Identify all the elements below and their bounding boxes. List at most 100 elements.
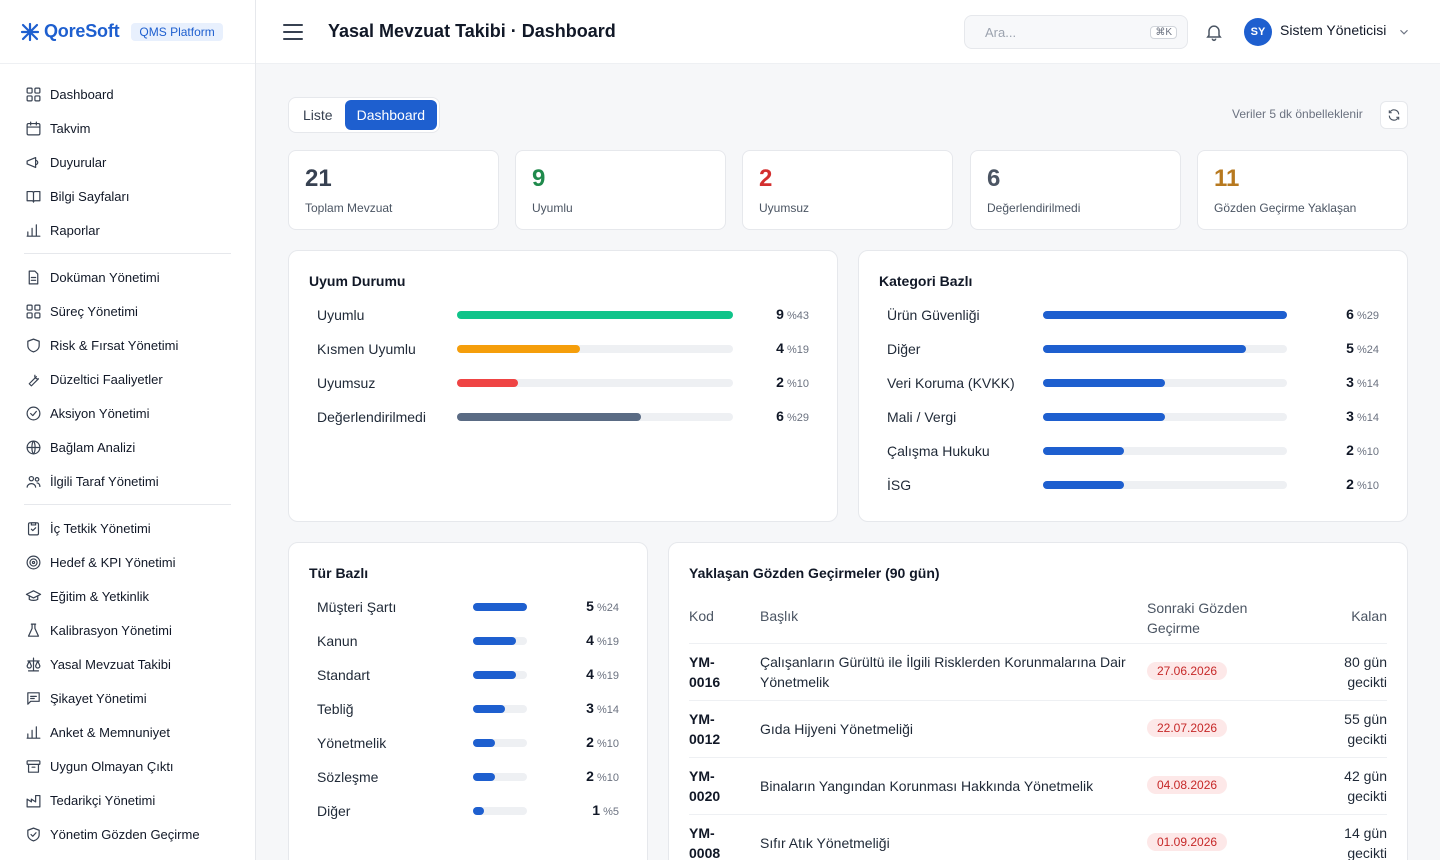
- col-remaining[interactable]: Kalan: [1351, 608, 1387, 624]
- bar-label-text: Veri Koruma (KVKK): [887, 375, 1015, 391]
- sidebar-item-label: Eğitim & Yetkinlik: [50, 588, 149, 604]
- book-icon: [24, 187, 42, 205]
- brand-logo[interactable]: QoreSoft: [20, 21, 120, 42]
- sidebar-item-i-lgili-taraf-yönetimi[interactable]: İlgili Taraf Yönetimi: [24, 464, 231, 498]
- sidebar: QoreSoft QMS Platform Dashboard Takvim Duy…: [0, 0, 256, 860]
- sidebar-item-kalibrasyon-yönetimi[interactable]: Kalibrasyon Yönetimi: [24, 613, 231, 647]
- sidebar-item-süreç-yönetimi[interactable]: Süreç Yönetimi: [24, 294, 231, 328]
- bar-label: Kanun: [317, 631, 357, 651]
- sidebar-item-label: Kalibrasyon Yönetimi: [50, 622, 172, 638]
- bar-label-text: Kanun: [317, 633, 358, 649]
- review-date-badge: 22.07.2026: [1147, 719, 1228, 737]
- col-code[interactable]: Kod: [689, 608, 714, 624]
- stat-card[interactable]: 6 Değerlendirilmedi: [970, 150, 1181, 230]
- bar-value: 4 %19: [586, 632, 619, 648]
- bar-value: 3 %14: [1346, 408, 1379, 424]
- bar-label: Çalışma Hukuku: [887, 441, 990, 461]
- sidebar-item-takvim[interactable]: Takvim: [24, 111, 231, 145]
- stat-card[interactable]: 2 Uyumsuz: [742, 150, 953, 230]
- compliance-card: Uyum Durumu Uyumlu 9 %43 Kısmen Uyumlu 4 %19 U…: [288, 250, 838, 522]
- stat-value: 6: [987, 165, 1001, 192]
- nav-divider: [24, 253, 231, 254]
- menu-toggle-icon[interactable]: [283, 23, 303, 40]
- table-row[interactable]: YM-0008 Sıfır Atık Yönetmeliği 01.09.2026 1…: [689, 814, 1387, 860]
- sidebar-item-yönetim-gözden-geçirme[interactable]: Yönetim Gözden Geçirme: [24, 817, 231, 851]
- bar-label-text: Tebliğ: [317, 701, 354, 717]
- bar-fill: [473, 773, 495, 781]
- sidebar-item-anket-memnuniyet[interactable]: Anket & Memnuniyet: [24, 715, 231, 749]
- sidebar-item-doküman-yönetimi[interactable]: Doküman Yönetimi: [24, 260, 231, 294]
- sidebar-item-label: Düzeltici Faaliyetler: [50, 371, 163, 387]
- chevron-down-icon[interactable]: [1397, 25, 1411, 39]
- bar-track: [1043, 447, 1287, 455]
- sidebar-item-düzeltici-faaliyetler[interactable]: Düzeltici Faaliyetler: [24, 362, 231, 396]
- sidebar-item-label: Risk & Fırsat Yönetimi: [50, 337, 179, 353]
- bar-value: 5 %24: [586, 598, 619, 614]
- bar-fill: [1043, 345, 1247, 353]
- bar-value: 5 %24: [1346, 340, 1379, 356]
- sidebar-item-aksiyon-yönetimi[interactable]: Aksiyon Yönetimi: [24, 396, 231, 430]
- tab-list[interactable]: Liste: [303, 107, 333, 123]
- sidebar-item-dashboard[interactable]: Dashboard: [24, 77, 231, 111]
- bar-label-text: Diğer: [317, 803, 351, 819]
- stat-card[interactable]: 11 Gözden Geçirme Yaklaşan: [1197, 150, 1408, 230]
- stat-card[interactable]: 21 Toplam Mevzuat: [288, 150, 499, 230]
- col-title[interactable]: Başlık: [760, 608, 799, 624]
- factory-icon: [24, 791, 42, 809]
- search-shortcut: ⌘K: [1150, 25, 1177, 39]
- bar-label-text: Kısmen Uyumlu: [317, 341, 416, 357]
- bar-percent: %24: [1356, 344, 1379, 356]
- stat-label: Uyumlu: [532, 201, 573, 215]
- cache-note: Veriler 5 dk önbelleklenir: [1232, 107, 1363, 121]
- user-name[interactable]: Sistem Yöneticisi: [1280, 22, 1387, 38]
- review-date-badge: 27.06.2026: [1147, 662, 1228, 680]
- sidebar-item-label: Raporlar: [50, 222, 100, 238]
- sidebar-item-bilgi-sayfaları[interactable]: Bilgi Sayfaları: [24, 179, 231, 213]
- sidebar-item-duyurular[interactable]: Duyurular: [24, 145, 231, 179]
- bar-track: [473, 739, 527, 747]
- bell-icon[interactable]: [1204, 22, 1224, 42]
- bar-percent: %43: [786, 310, 809, 322]
- sidebar-item-i-ç-tetkik-yönetimi[interactable]: İç Tetkik Yönetimi: [24, 511, 231, 545]
- bar-fill: [473, 637, 517, 645]
- table-row[interactable]: YM-0020 Binaların Yangından Korunması Hak…: [689, 757, 1387, 814]
- table-row[interactable]: YM-0012 Gıda Hijyeni Yönetmeliği 22.07.202…: [689, 700, 1387, 757]
- sidebar-item-tedarikçi-yönetimi[interactable]: Tedarikçi Yönetimi: [24, 783, 231, 817]
- sidebar-item-eğitim-yetkinlik[interactable]: Eğitim & Yetkinlik: [24, 579, 231, 613]
- sidebar-item-risk-fırsat-yönetimi[interactable]: Risk & Fırsat Yönetimi: [24, 328, 231, 362]
- file-icon: [24, 268, 42, 286]
- stat-card[interactable]: 9 Uyumlu: [515, 150, 726, 230]
- bar-percent: %29: [786, 412, 809, 424]
- table-row[interactable]: YM-0016 Çalışanların Gürültü ile İlgili R…: [689, 643, 1387, 700]
- sidebar-item-label: Uygun Olmayan Çıktı: [50, 758, 174, 774]
- cell-code: YM-0012: [689, 711, 721, 747]
- sidebar-item-yasal-mevzuat-takibi[interactable]: Yasal Mevzuat Takibi: [24, 647, 231, 681]
- bar-track: [1043, 481, 1287, 489]
- bar-track: [457, 379, 733, 387]
- tab-dashboard[interactable]: Dashboard: [344, 100, 438, 130]
- bar-count: 6: [1346, 306, 1354, 322]
- megaphone-icon: [24, 153, 42, 171]
- bar-fill: [1043, 447, 1125, 455]
- bar-label: Diğer: [317, 801, 350, 821]
- sidebar-item-label: Aksiyon Yönetimi: [50, 405, 150, 421]
- sidebar-item-uygun-olmayan-çıktı[interactable]: Uygun Olmayan Çıktı: [24, 749, 231, 783]
- sidebar-item-raporlar[interactable]: Raporlar: [24, 213, 231, 247]
- sidebar-item-bağlam-analizi[interactable]: Bağlam Analizi: [24, 430, 231, 464]
- bar-label: Sözleşme: [317, 767, 378, 787]
- sidebar-item-label: İç Tetkik Yönetimi: [50, 520, 151, 536]
- avatar[interactable]: SY: [1244, 18, 1272, 46]
- search-input[interactable]: Ara... ⌘K: [964, 15, 1188, 49]
- col-next-review[interactable]: Sonraki Gözden Geçirme: [1147, 600, 1248, 636]
- refresh-button[interactable]: [1380, 101, 1408, 129]
- sidebar-item-hedef-kpi-yönetimi[interactable]: Hedef & KPI Yönetimi: [24, 545, 231, 579]
- bar-label: İSG: [887, 475, 911, 495]
- sidebar-item-şikayet-yönetimi[interactable]: Şikayet Yönetimi: [24, 681, 231, 715]
- bar-count: 2: [1346, 442, 1354, 458]
- sidebar-item-label: Yasal Mevzuat Takibi: [50, 656, 171, 672]
- target-icon: [24, 553, 42, 571]
- archive-icon: [24, 757, 42, 775]
- bar-chart-icon: [24, 221, 42, 239]
- bar-label-text: Değerlendirilmedi: [317, 409, 426, 425]
- logo-icon: [20, 22, 40, 41]
